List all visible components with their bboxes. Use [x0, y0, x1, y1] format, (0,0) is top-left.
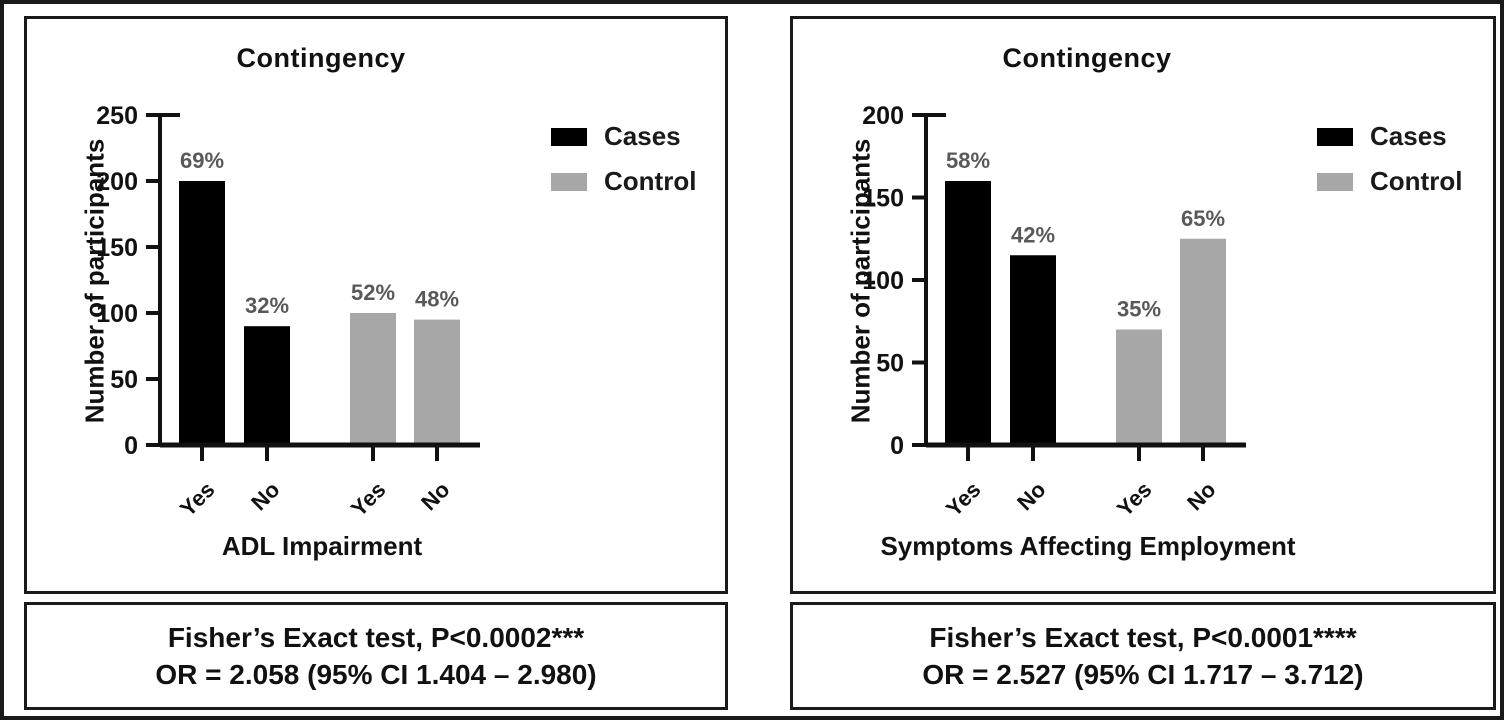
legend-swatch-cases: [551, 127, 587, 146]
y-tick-label: 150: [862, 185, 904, 213]
bar-control-yes: [350, 313, 396, 445]
stats-box-adl-impairment: Fisher’s Exact test, P<0.0002*** OR = 2.…: [24, 602, 728, 710]
legend-swatch-control: [551, 172, 587, 191]
y-tick-label: 50: [876, 350, 904, 378]
y-tick-label: 150: [96, 234, 138, 262]
legend-swatch-cases: [1317, 127, 1353, 146]
bar-percent-label: 58%: [946, 148, 990, 173]
y-tick-label: 100: [862, 267, 904, 295]
bar-control-no: [414, 319, 460, 445]
bar-plot-symptoms-employment: 58% Yes 42% No 35% Yes 65% No 0 50 100 150 200: [862, 102, 1246, 522]
legend: Cases Control: [551, 121, 696, 197]
bar-cases-yes: [179, 181, 225, 445]
x-tick-label: Yes: [346, 477, 391, 522]
stats-test-line: Fisher’s Exact test, P<0.0002***: [167, 621, 585, 653]
bar-control-yes: [1116, 329, 1162, 445]
bar-percent-label: 48%: [415, 287, 459, 312]
bar-percent-label: 69%: [180, 148, 224, 173]
chart-panel-adl-impairment: 69% Yes 32% No 52% Yes 48% No 0 50 100 150 200 250 Co…: [24, 16, 728, 594]
stats-test-line: Fisher’s Exact test, P<0.0001****: [929, 621, 1357, 653]
bar-percent-label: 42%: [1011, 222, 1055, 247]
y-tick-label: 50: [110, 366, 138, 394]
legend-item-cases: Cases: [551, 121, 696, 152]
x-tick-label: Yes: [1112, 477, 1157, 522]
stats-odds-ratio-line: OR = 2.527 (95% CI 1.717 – 3.712): [922, 658, 1364, 690]
bar-percent-label: 52%: [351, 280, 395, 305]
x-tick-label: Yes: [941, 477, 986, 522]
chart-title: Contingency: [236, 43, 406, 73]
x-tick-label: No: [1182, 477, 1220, 515]
bar-control-no: [1180, 238, 1226, 445]
bar-plot-adl-impairment: 69% Yes 32% No 52% Yes 48% No 0 50 100 150 200 250: [96, 102, 480, 522]
x-axis-title: Symptoms Affecting Employment: [880, 531, 1296, 561]
legend-item-control: Control: [551, 166, 696, 197]
y-axis-label: Number of participants: [79, 138, 110, 424]
chart-panel-symptoms-employment: 58% Yes 42% No 35% Yes 65% No 0 50 100 150 200 Conti…: [790, 16, 1496, 594]
legend-swatch-control: [1317, 172, 1353, 191]
legend-label-control: Control: [1370, 166, 1463, 196]
x-tick-label: No: [1012, 477, 1050, 515]
x-axis-title: ADL Impairment: [221, 531, 423, 561]
legend: Cases Control: [1317, 121, 1462, 197]
y-tick-label: 0: [890, 432, 904, 460]
bar-cases-no: [244, 326, 290, 445]
legend-item-cases: Cases: [1317, 121, 1462, 152]
x-tick-label: No: [416, 477, 454, 515]
y-axis-label: Number of participants: [845, 138, 876, 424]
legend-label-cases: Cases: [604, 121, 681, 151]
y-tick-label: 200: [96, 168, 138, 196]
x-tick-label: Yes: [175, 477, 220, 522]
bar-cases-yes: [945, 181, 991, 445]
y-tick-label: 200: [862, 102, 904, 130]
bar-percent-label: 32%: [245, 293, 289, 318]
bar-percent-label: 65%: [1181, 206, 1225, 231]
bar-cases-no: [1010, 255, 1056, 445]
legend-item-control: Control: [1317, 166, 1462, 197]
y-tick-label: 100: [96, 300, 138, 328]
legend-label-control: Control: [604, 166, 697, 196]
bar-percent-label: 35%: [1117, 297, 1161, 322]
stats-box-symptoms-employment: Fisher’s Exact test, P<0.0001**** OR = 2…: [790, 602, 1496, 710]
y-tick-label: 0: [124, 432, 138, 460]
y-tick-label: 250: [96, 102, 138, 130]
x-tick-label: No: [246, 477, 284, 515]
stats-odds-ratio-line: OR = 2.058 (95% CI 1.404 – 2.980): [155, 658, 597, 690]
legend-label-cases: Cases: [1370, 121, 1447, 151]
chart-title: Contingency: [1002, 43, 1172, 73]
